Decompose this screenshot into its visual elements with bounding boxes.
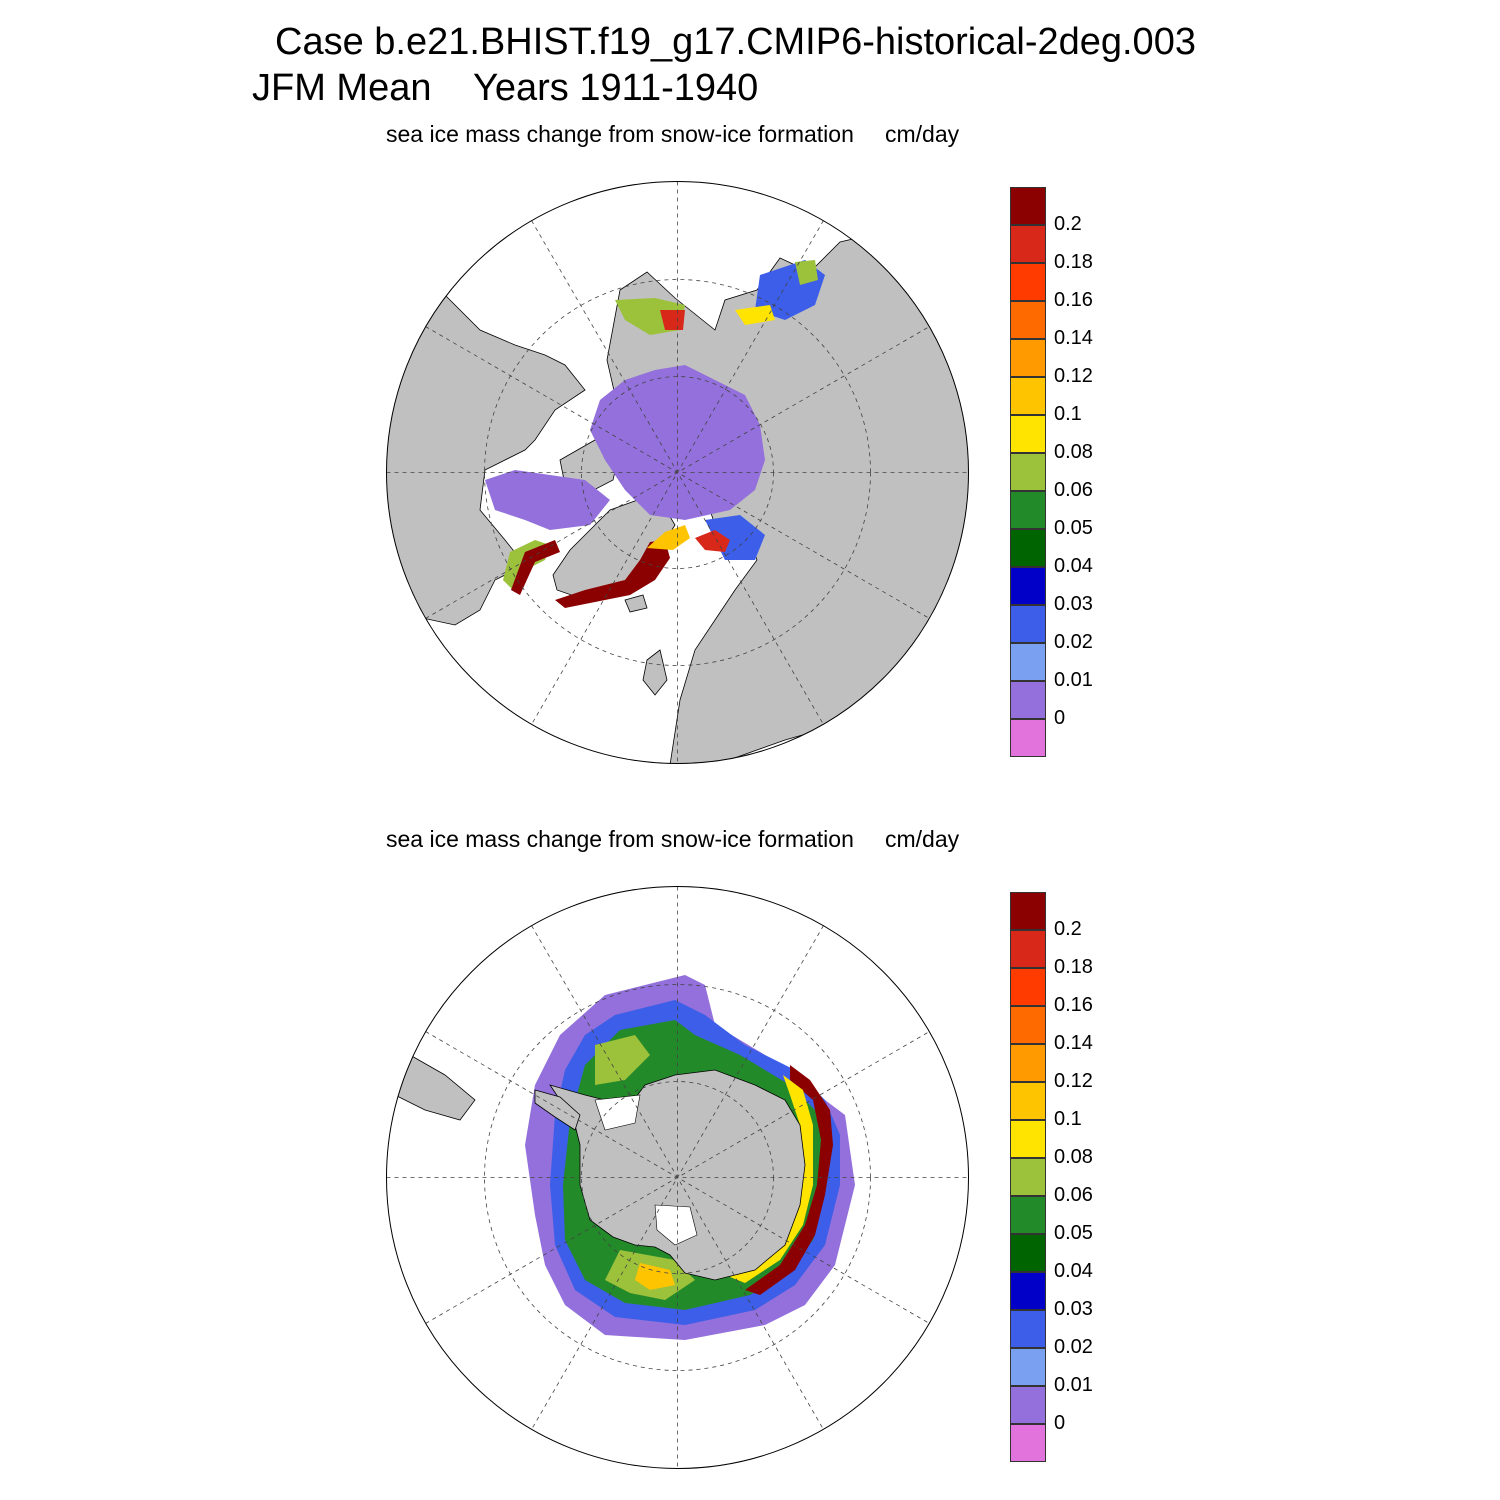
north-ice-fram-yellow	[647, 525, 690, 550]
south-colorbar-label: 0.14	[1054, 1032, 1093, 1054]
north-colorbar-box	[1010, 529, 1046, 567]
south-colorbar-label: 0.01	[1054, 1374, 1093, 1396]
north-colorbar-label: 0.05	[1054, 517, 1093, 539]
south-ice-shelf-ronne	[654, 1204, 698, 1246]
south-colorbar-label: 0.08	[1054, 1146, 1093, 1168]
north-polar-map	[386, 181, 969, 764]
south-ice-east-yellow	[730, 1075, 813, 1283]
north-ice-baffin-red	[511, 540, 560, 595]
south-colorbar-box	[1010, 1424, 1046, 1462]
north-colorbar-label: 0.1	[1054, 403, 1082, 425]
north-ice-okhotsk-green	[795, 260, 818, 285]
south-colorbar-box	[1010, 1386, 1046, 1424]
south-map-border	[386, 886, 969, 1469]
south-colorbar-box	[1010, 1196, 1046, 1234]
south-colorbar-label: 0.06	[1054, 1184, 1093, 1206]
south-ice-east-red	[745, 1065, 833, 1295]
north-ice-bering-red	[660, 310, 685, 330]
north-colorbar-box	[1010, 377, 1046, 415]
north-colorbar-label: 0.2	[1054, 213, 1082, 235]
south-colorbar-label: 0.02	[1054, 1336, 1093, 1358]
north-colorbar-box	[1010, 567, 1046, 605]
south-colorbar-box	[1010, 1348, 1046, 1386]
south-colorbar-label: 0.04	[1054, 1260, 1093, 1282]
south-colorbar-label: 0.2	[1054, 918, 1082, 940]
south-panel-units: cm/day	[885, 826, 960, 852]
south-colorbar-box	[1010, 1158, 1046, 1196]
north-colorbar-label: 0	[1054, 707, 1066, 729]
north-colorbar-label: 0.16	[1054, 289, 1093, 311]
north-colorbar-box	[1010, 263, 1046, 301]
north-colorbar-label: 0.02	[1054, 631, 1093, 653]
north-colorbar-box	[1010, 187, 1046, 225]
north-ice-hudson-bay	[485, 470, 610, 530]
north-ice-central-arctic	[590, 365, 765, 520]
north-colorbar-box	[1010, 415, 1046, 453]
north-land-iceland	[624, 594, 648, 613]
north-ice-greenland-sea-red	[555, 540, 670, 608]
north-colorbar-box	[1010, 491, 1046, 529]
north-colorbar-box	[1010, 225, 1046, 263]
south-colorbar-label: 0.12	[1054, 1070, 1093, 1092]
north-colorbar-label: 0.04	[1054, 555, 1093, 577]
north-ice-okhotsk-yellow	[735, 305, 775, 325]
south-colorbar-box	[1010, 930, 1046, 968]
north-colorbar-label: 0.06	[1054, 479, 1093, 501]
south-ice-ross-yellowgreen	[595, 1035, 650, 1085]
south-colorbar-label: 0.16	[1054, 994, 1093, 1016]
north-graticule	[386, 181, 969, 764]
north-map-border	[386, 181, 969, 764]
south-colorbar-box	[1010, 1082, 1046, 1120]
south-colorbar-label: 0.03	[1054, 1298, 1093, 1320]
north-ice-barents-red	[695, 530, 730, 552]
north-colorbar-label: 0.14	[1054, 327, 1093, 349]
north-colorbar-label: 0.12	[1054, 365, 1093, 387]
south-colorbar-label: 0.18	[1054, 956, 1093, 978]
south-colorbar-box	[1010, 1006, 1046, 1044]
south-colorbar-box	[1010, 1272, 1046, 1310]
north-colorbar-label: 0.03	[1054, 593, 1093, 615]
north-colorbar-label: 0.08	[1054, 441, 1093, 463]
south-colorbar-label: 0.1	[1054, 1108, 1082, 1130]
north-land-uk	[642, 649, 668, 696]
north-colorbar-box	[1010, 719, 1046, 757]
north-colorbar-box	[1010, 605, 1046, 643]
south-colorbar-box	[1010, 1044, 1046, 1082]
north-colorbar-box	[1010, 453, 1046, 491]
south-colorbar-box	[1010, 1234, 1046, 1272]
south-panel-variable-label: sea ice mass change from snow-ice format…	[386, 826, 854, 852]
subtitle-period: JFM Mean Years 1911-1940	[252, 67, 759, 109]
south-colorbar-label: 0.05	[1054, 1222, 1093, 1244]
north-colorbar-box	[1010, 301, 1046, 339]
south-colorbar-box	[1010, 892, 1046, 930]
north-panel-units: cm/day	[885, 121, 960, 147]
north-colorbar-box	[1010, 339, 1046, 377]
south-land-antarctic-peninsula	[534, 1089, 581, 1131]
north-colorbar-label: 0.18	[1054, 251, 1093, 273]
south-colorbar-box	[1010, 968, 1046, 1006]
south-ice-weddell-orange	[635, 1263, 675, 1290]
south-colorbar-box	[1010, 1120, 1046, 1158]
south-colorbar-label: 0	[1054, 1412, 1066, 1434]
north-colorbar-box	[1010, 681, 1046, 719]
north-colorbar-box	[1010, 643, 1046, 681]
south-ice-shelf-ross	[594, 1094, 641, 1131]
north-colorbar-label: 0.01	[1054, 669, 1093, 691]
south-graticule	[386, 886, 969, 1469]
south-polar-map	[386, 886, 969, 1469]
north-panel-variable-label: sea ice mass change from snow-ice format…	[386, 121, 854, 147]
south-colorbar-box	[1010, 1310, 1046, 1348]
main-title: Case b.e21.BHIST.f19_g17.CMIP6-historica…	[275, 21, 1196, 63]
